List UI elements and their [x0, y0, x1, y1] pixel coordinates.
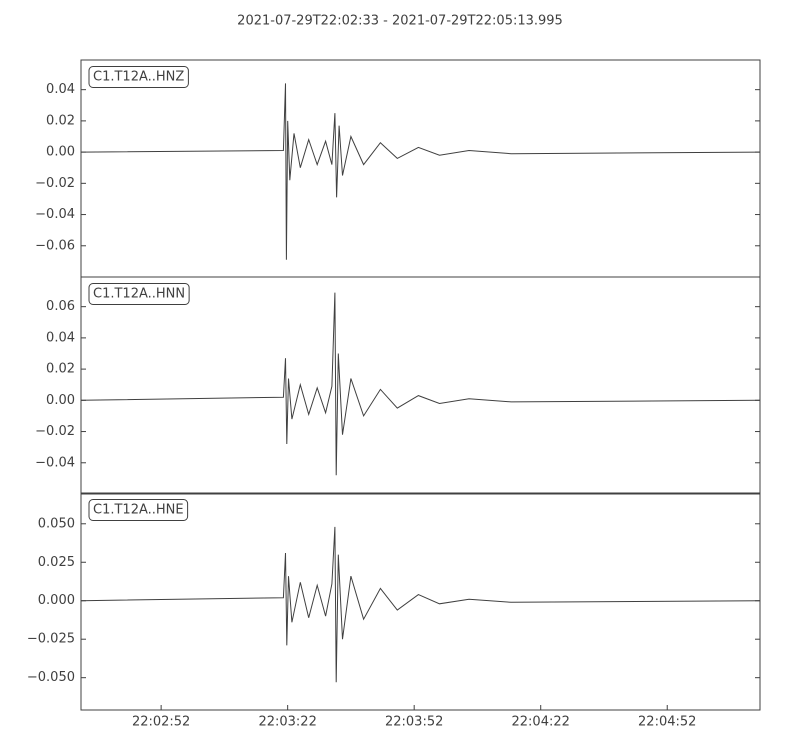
y-tick-label: −0.02 [35, 176, 75, 191]
y-tick-label: −0.025 [27, 632, 75, 647]
waveform [80, 526, 760, 683]
trace-label: C1.T12A..HNE [93, 503, 184, 518]
y-tick-label: 0.04 [46, 82, 75, 97]
y-tick-label: −0.06 [35, 238, 75, 253]
x-tick-label: 22:02:52 [132, 715, 190, 730]
y-tick-label: 0.00 [46, 393, 75, 408]
chart-title: 2021-07-29T22:02:33 - 2021-07-29T22:05:1… [237, 14, 563, 29]
y-tick-label: 0.00 [46, 145, 75, 160]
y-tick-label: −0.050 [27, 670, 75, 685]
trace-label-box [88, 499, 189, 521]
waveform [80, 83, 760, 260]
plot-frame [80, 492, 761, 711]
y-tick-label: 0.000 [38, 593, 75, 608]
trace-label-box [88, 283, 190, 305]
trace-label: C1.T12A..HNZ [93, 70, 184, 85]
trace-label: C1.T12A..HNN [93, 287, 185, 302]
y-tick-label: 0.06 [46, 299, 75, 314]
y-tick-label: 0.025 [38, 555, 75, 570]
plot-frame [80, 276, 761, 495]
y-tick-label: −0.04 [35, 207, 75, 222]
waveform [80, 292, 760, 476]
x-tick-label: 22:03:52 [385, 715, 443, 730]
trace-label-box [88, 66, 189, 88]
y-tick-label: −0.02 [35, 424, 75, 439]
x-tick-label: 22:04:22 [512, 715, 570, 730]
y-tick-label: 0.02 [46, 113, 75, 128]
x-tick-label: 22:03:22 [258, 715, 316, 730]
y-tick-label: −0.04 [35, 455, 75, 470]
y-tick-label: 0.04 [46, 330, 75, 345]
plot-frame [80, 59, 761, 278]
y-tick-label: 0.02 [46, 362, 75, 377]
x-tick-label: 22:04:52 [638, 715, 696, 730]
y-tick-label: 0.050 [38, 516, 75, 531]
